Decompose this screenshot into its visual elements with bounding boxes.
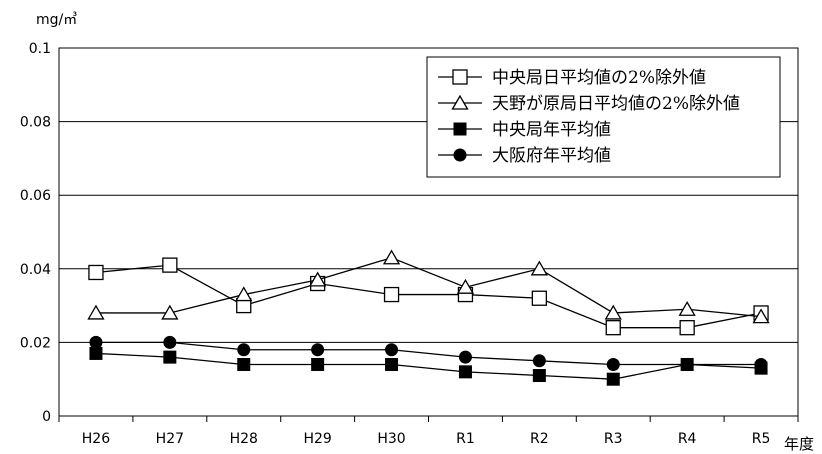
x-axis-tick-labels: H26 H27 H28 H29 H30 R1 R2 R3 R4 R5	[82, 431, 771, 447]
y-tick-label: 0.06	[20, 188, 51, 204]
legend-label: 天野が原局日平均値の2%除外値	[492, 94, 740, 114]
x-tick-label: H28	[230, 431, 258, 447]
data-point	[237, 357, 251, 371]
legend-box	[426, 56, 781, 178]
data-point	[311, 357, 325, 371]
data-point	[161, 304, 179, 320]
x-tick-label: R5	[752, 431, 771, 447]
y-axis-tick-labels: 0 0.02 0.04 0.06 0.08 0.1	[20, 41, 51, 425]
data-point	[89, 335, 103, 349]
data-point	[162, 257, 178, 273]
data-point	[163, 350, 177, 364]
data-point	[604, 304, 622, 320]
x-axis-tick-marks	[58, 416, 799, 422]
y-tick-label: 0.08	[20, 115, 51, 131]
legend-marker	[453, 122, 467, 136]
y-tick-label: 0.04	[20, 262, 51, 278]
series-lines	[87, 249, 770, 386]
y-tick-label: 0	[42, 409, 51, 425]
legend-label: 中央局年平均値	[492, 120, 611, 140]
data-point	[89, 346, 103, 360]
data-point	[87, 304, 105, 320]
x-tick-label: H30	[377, 431, 405, 447]
data-point	[458, 350, 472, 364]
legend-item: 中央局年平均値	[438, 120, 611, 140]
y-tick-label: 0.1	[29, 41, 51, 57]
data-point	[237, 343, 251, 357]
data-point	[311, 343, 325, 357]
data-point	[385, 357, 399, 371]
legend-item: 大阪府年平均値	[438, 146, 611, 166]
data-point	[530, 260, 548, 276]
x-tick-label: R4	[678, 431, 697, 447]
data-point	[605, 320, 621, 336]
data-point	[606, 357, 620, 371]
data-point	[458, 365, 472, 379]
data-point	[532, 369, 546, 383]
data-point	[532, 354, 546, 368]
data-point	[163, 335, 177, 349]
data-point	[754, 357, 768, 371]
data-point	[456, 278, 475, 294]
legend-item: 中央局日平均値の2%除外値	[438, 68, 706, 88]
data-point	[606, 372, 620, 386]
data-point	[531, 290, 547, 306]
legend-item: 天野が原局日平均値の2%除外値	[438, 94, 740, 114]
series-4	[89, 335, 768, 371]
data-point	[383, 286, 400, 303]
legend-marker	[451, 94, 469, 110]
x-tick-label: H29	[303, 431, 331, 447]
x-axis-label: 年度	[784, 435, 814, 453]
series-1	[88, 257, 769, 336]
y-tick-label: 0.02	[20, 335, 51, 351]
x-tick-label: R1	[456, 431, 475, 447]
data-point	[382, 249, 401, 265]
data-point	[752, 308, 770, 324]
series-line	[95, 264, 762, 329]
series-line	[95, 257, 762, 318]
legend-marker	[453, 148, 467, 162]
series-line	[95, 352, 762, 380]
data-point	[680, 357, 694, 371]
legend: 中央局日平均値の2%除外値天野が原局日平均値の2%除外値中央局年平均値大阪府年平…	[426, 56, 781, 178]
x-tick-label: H27	[156, 431, 184, 447]
data-point	[235, 286, 253, 302]
data-point	[309, 271, 327, 287]
data-point	[88, 264, 104, 281]
y-axis-unit-label: mg/㎥	[36, 12, 77, 28]
data-point	[678, 300, 696, 316]
x-tick-label: R3	[604, 431, 623, 447]
series-line	[95, 341, 762, 366]
series-2	[87, 249, 770, 324]
legend-marker	[452, 69, 468, 85]
x-tick-label: R2	[530, 431, 549, 447]
data-point	[385, 343, 399, 357]
data-point	[679, 320, 695, 336]
legend-label: 大阪府年平均値	[492, 146, 611, 166]
x-tick-label: H26	[82, 431, 110, 447]
legend-label: 中央局日平均値の2%除外値	[492, 68, 706, 88]
